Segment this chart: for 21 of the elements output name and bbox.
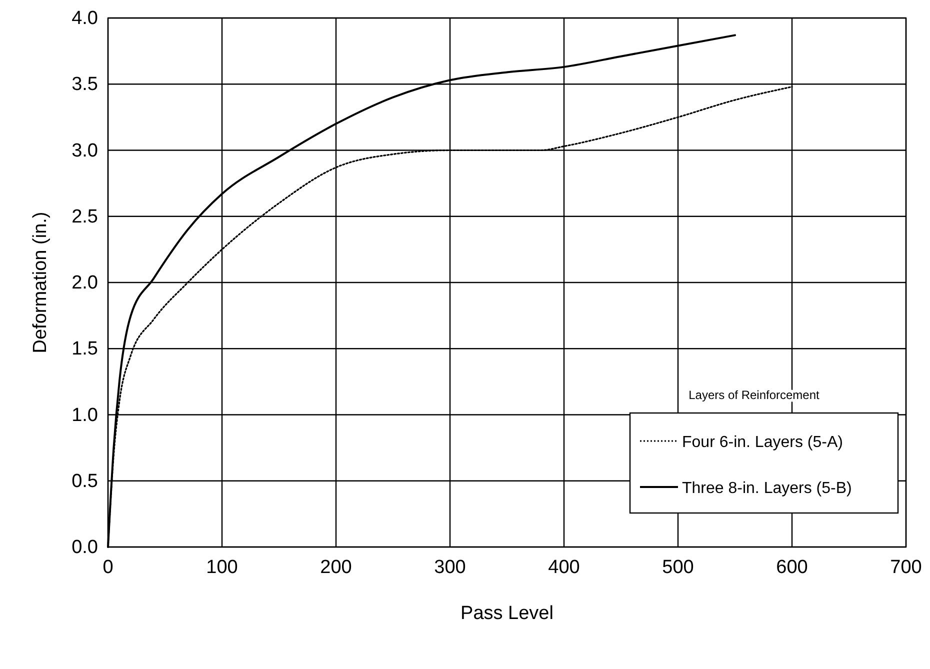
x-tick-label: 500 xyxy=(662,557,694,578)
y-tick-label: 3.5 xyxy=(72,74,98,96)
x-tick-label: 400 xyxy=(548,557,580,578)
y-tick-label: 3.0 xyxy=(72,140,98,162)
y-tick-label: 2.5 xyxy=(72,206,98,228)
x-tick-label: 700 xyxy=(890,557,922,578)
y-tick-label: 1.5 xyxy=(72,338,98,360)
legend-label: Four 6-in. Layers (5-A) xyxy=(682,434,843,451)
x-tick-label: 100 xyxy=(206,557,238,578)
y-axis-title: Deformation (in.) xyxy=(30,212,51,354)
y-tick-label: 0.0 xyxy=(72,537,98,558)
legend-label: Three 8-in. Layers (5-B) xyxy=(682,480,852,497)
x-tick-label: 0 xyxy=(102,557,114,578)
x-axis-title: Pass Level xyxy=(460,603,554,624)
x-tick-label: 200 xyxy=(320,557,352,578)
y-tick-label: 0.5 xyxy=(72,470,98,492)
x-tick-label: 300 xyxy=(434,557,466,578)
y-tick-label: 1.0 xyxy=(72,404,98,426)
x-tick-label: 600 xyxy=(776,557,808,578)
y-tick-label: 4.0 xyxy=(72,8,98,29)
y-tick-label: 2.0 xyxy=(72,272,98,294)
